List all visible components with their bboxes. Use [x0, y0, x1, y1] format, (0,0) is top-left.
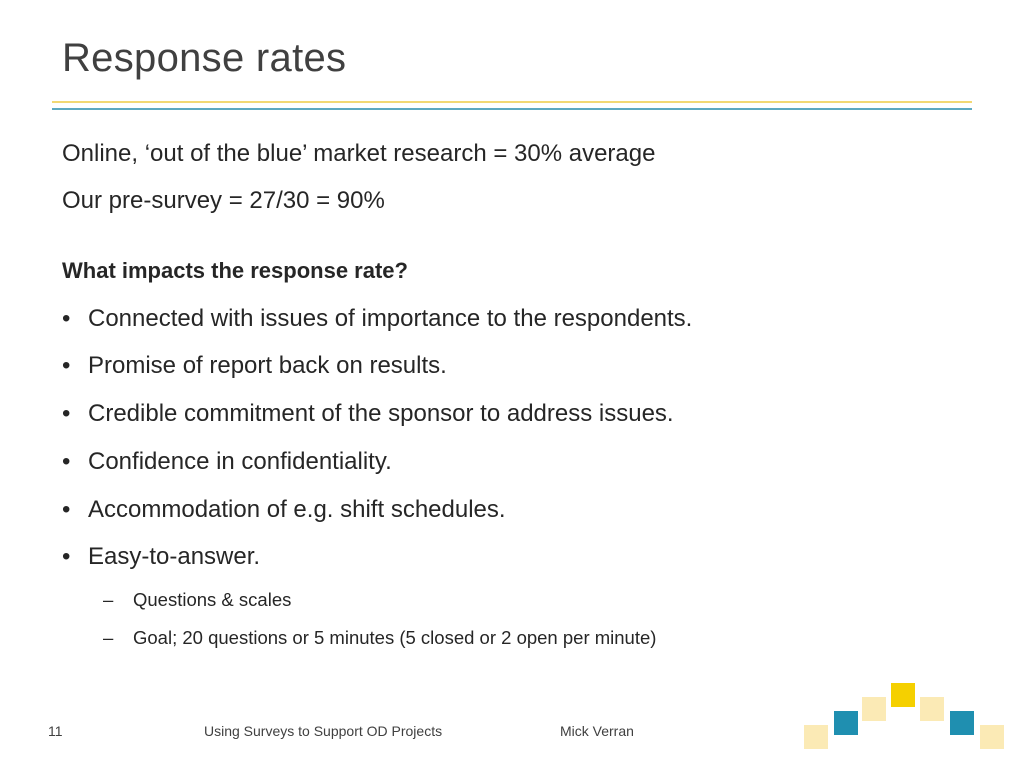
- sub-bullet-text: Goal; 20 questions or 5 minutes (5 close…: [133, 627, 657, 648]
- bullet-text: Confidence in confidentiality.: [88, 448, 392, 475]
- sub-bullet-item: – Questions & scales: [103, 589, 291, 611]
- title-rule-yellow: [52, 101, 972, 103]
- bullet-marker: •: [62, 496, 71, 523]
- bullet-text: Connected with issues of importance to t…: [88, 305, 693, 332]
- sub-bullet-marker: –: [103, 589, 114, 610]
- bullet-item: • Connected with issues of importance to …: [62, 305, 692, 333]
- square-light: [804, 725, 828, 749]
- sub-bullet-item: – Goal; 20 questions or 5 minutes (5 clos…: [103, 627, 656, 649]
- bullet-text: Easy-to-answer.: [88, 543, 261, 570]
- sub-bullet-marker: –: [103, 627, 114, 648]
- bullet-item: • Promise of report back on results.: [62, 352, 447, 380]
- bullet-marker: •: [62, 352, 71, 379]
- footer-page-number: 11: [48, 723, 63, 739]
- sub-bullet-text: Questions & scales: [133, 589, 292, 610]
- bullet-item: • Accommodation of e.g. shift schedules.: [62, 496, 506, 524]
- bullet-item: • Credible commitment of the sponsor to a…: [62, 400, 674, 428]
- title-rule-blue: [52, 108, 972, 110]
- bullet-marker: •: [62, 305, 71, 332]
- bullet-marker: •: [62, 448, 71, 475]
- bullet-marker: •: [62, 400, 71, 427]
- bullet-text: Accommodation of e.g. shift schedules.: [88, 496, 506, 523]
- bullet-text: Promise of report back on results.: [88, 352, 447, 379]
- question-heading: What impacts the response rate?: [62, 258, 408, 283]
- bullet-marker: •: [62, 543, 71, 570]
- bullet-item: • Confidence in confidentiality.: [62, 448, 392, 476]
- slide-title: Response rates: [62, 36, 347, 80]
- statement-line-2: Our pre-survey = 27/30 = 90%: [62, 187, 385, 214]
- footer-presentation-title: Using Surveys to Support OD Projects: [204, 723, 443, 739]
- square-yellow: [891, 683, 915, 707]
- square-light: [920, 697, 944, 721]
- square-light: [862, 697, 886, 721]
- bullet-item: • Easy-to-answer.: [62, 543, 260, 571]
- square-light: [980, 725, 1004, 749]
- square-blue: [950, 711, 974, 735]
- statement-line-1: Online, ‘out of the blue’ market researc…: [62, 140, 656, 167]
- square-blue: [834, 711, 858, 735]
- bullet-text: Credible commitment of the sponsor to ad…: [88, 400, 674, 427]
- footer-author: Mick Verran: [560, 723, 634, 739]
